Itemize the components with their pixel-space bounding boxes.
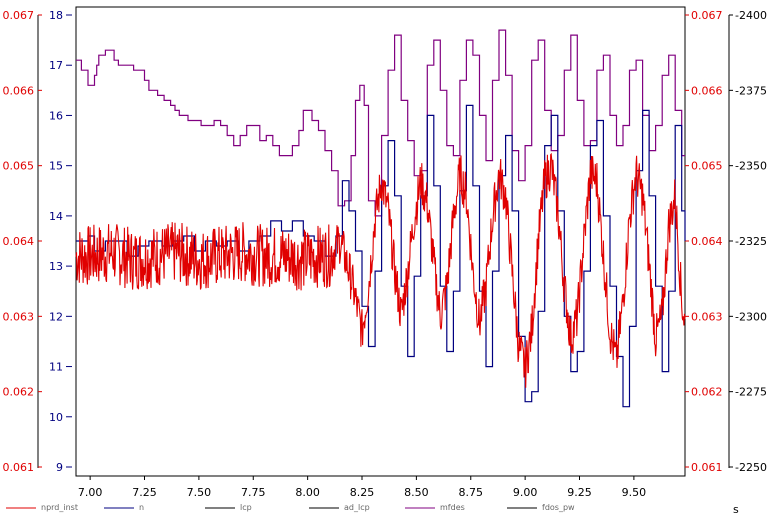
x-tick-label: 7.25 <box>132 486 157 499</box>
right-outer-tick-label: -2400 <box>735 9 767 22</box>
left-inner-tick-label: 9 <box>56 461 63 474</box>
series-line-mfdes <box>76 29 685 217</box>
x-tick-label: 8.75 <box>459 486 484 499</box>
left-inner-tick-label: 12 <box>49 310 63 323</box>
legend-label-lcp: lcp <box>240 503 252 512</box>
series-layer <box>75 29 686 408</box>
left-inner-tick-label: 14 <box>49 210 63 223</box>
x-tick-label: 9.50 <box>622 486 647 499</box>
legend: nprd_inst n lcp ad_lcp mfdes fdos_pw <box>6 503 575 512</box>
right-inner-tick-label: 0.063 <box>691 310 723 323</box>
left-outer-tick-label: 0.064 <box>3 235 35 248</box>
legend-label-mfdes: mfdes <box>440 503 465 512</box>
x-tick-label: 9.25 <box>567 486 592 499</box>
left-outer-tick-label: 0.066 <box>3 84 35 97</box>
right-outer-tick-label: -2325 <box>735 235 767 248</box>
left-inner-tick-label: 11 <box>49 361 63 374</box>
left-inner-tick-label: 10 <box>49 411 63 424</box>
legend-label-fdos_pw: fdos_pw <box>542 503 575 512</box>
right-outer-tick-label: -2275 <box>735 386 767 399</box>
left-inner-tick-label: 15 <box>49 160 63 173</box>
x-tick-label: 8.00 <box>295 486 320 499</box>
x-tick-label: 7.50 <box>187 486 212 499</box>
left-inner-tick-label: 16 <box>49 109 63 122</box>
x-axis-label: s <box>733 503 739 516</box>
left-outer-tick-label: 0.065 <box>3 160 35 173</box>
right-outer-tick-label: -2300 <box>735 310 767 323</box>
left-outer-tick-label: 0.063 <box>3 310 35 323</box>
left-outer-tick-label: 0.067 <box>3 9 35 22</box>
x-tick-label: 7.00 <box>78 486 103 499</box>
right-inner-tick-label: 0.064 <box>691 235 723 248</box>
legend-label-ad_lcp: ad_lcp <box>344 503 370 512</box>
left-inner-tick-label: 18 <box>49 9 63 22</box>
right-inner-tick-label: 0.061 <box>691 461 723 474</box>
right-outer-tick-label: -2350 <box>735 160 767 173</box>
x-tick-label: 9.00 <box>513 486 538 499</box>
x-tick-label: 8.25 <box>350 486 375 499</box>
right-inner-tick-label: 0.066 <box>691 84 723 97</box>
left-inner-tick-label: 13 <box>49 260 63 273</box>
left-outer-tick-label: 0.062 <box>3 386 35 399</box>
left-outer-tick-label: 0.061 <box>3 461 35 474</box>
x-tick-label: 7.75 <box>241 486 266 499</box>
right-inner-tick-label: 0.062 <box>691 386 723 399</box>
legend-label-nprd_inst: nprd_inst <box>41 503 78 512</box>
legend-label-n: n <box>139 503 144 512</box>
right-inner-tick-label: 0.067 <box>691 9 723 22</box>
x-tick-label: 8.50 <box>404 486 429 499</box>
ticks-layer: 0.061 0.062 0.063 0.064 0.065 0.066 0.067 9 10 11… <box>3 9 767 499</box>
left-inner-tick-label: 17 <box>49 59 63 72</box>
series-line-nprd_inst <box>75 152 686 388</box>
right-outer-tick-label: -2375 <box>735 84 767 97</box>
right-outer-tick-label: -2250 <box>735 461 767 474</box>
right-inner-tick-label: 0.065 <box>691 160 723 173</box>
